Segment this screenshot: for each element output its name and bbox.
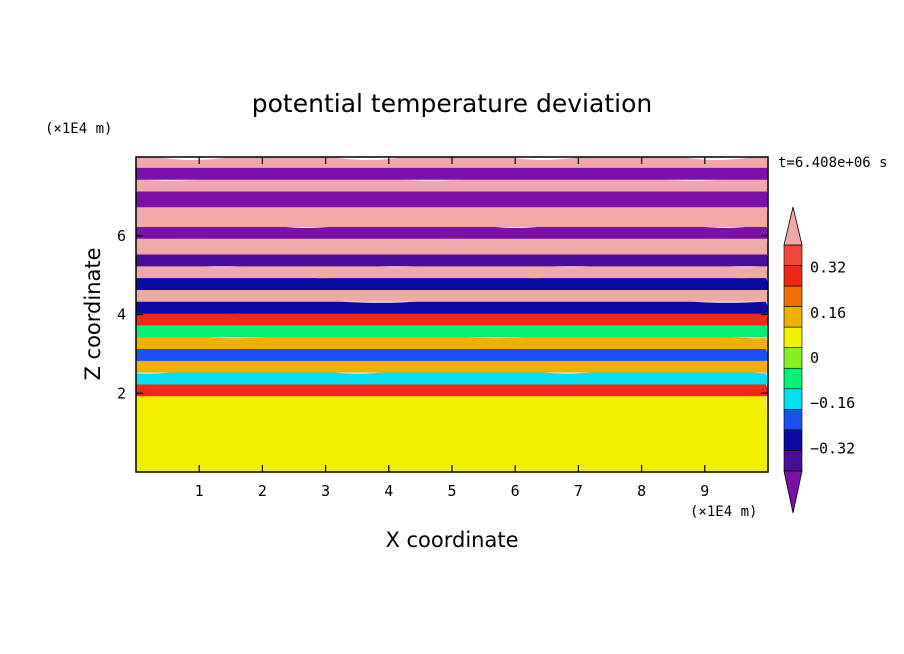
time-label: t=6.408e+06 s: [778, 155, 888, 171]
colorbar-tick-label: −0.16: [810, 394, 855, 412]
colorbar-block: [783, 429, 803, 451]
x-tick-label: 8: [637, 482, 646, 500]
colorbar-block: [783, 367, 803, 390]
x-axis: 1 2 3 4 5 6 7 8 9: [195, 157, 709, 500]
colorbar-block: [783, 265, 803, 287]
colorbar-tick-label: 0.16: [810, 304, 846, 322]
colorbar-tick-label: 0: [810, 349, 819, 367]
x-tick-label: 2: [258, 482, 267, 500]
colorbar-block: [783, 306, 803, 328]
colorbar-block: [783, 326, 803, 349]
y-tick-label: 2: [117, 384, 126, 402]
colorbar-block: [783, 285, 803, 307]
colorbar-block: [783, 244, 803, 266]
colorbar-block: [783, 450, 803, 472]
x-tick-label: 3: [321, 482, 330, 500]
colorbar-extend-top: [783, 206, 803, 246]
y-tick-label: 6: [117, 227, 126, 245]
y-axis-label: Z coordinate: [81, 247, 105, 380]
colorbar-block: [783, 388, 803, 410]
x-tick-label: 7: [574, 482, 583, 500]
contour-band: [136, 392, 768, 472]
colorbar-extend-bottom: [783, 470, 803, 514]
y-axis: 2 4 6: [117, 227, 768, 402]
colorbar-block: [783, 347, 803, 369]
colorbar-tick-label: 0.32: [810, 259, 846, 277]
contour-field: [136, 157, 768, 472]
x-tick-label: 6: [511, 482, 520, 500]
x-tick-label: 4: [384, 482, 393, 500]
x-tick-label: 5: [447, 482, 456, 500]
x-tick-label: 1: [195, 482, 204, 500]
y-tick-label: 4: [117, 306, 126, 324]
colorbar: 0.32 0.16 0 −0.16 −0.32: [783, 206, 855, 514]
colorbar-tick-label: −0.32: [810, 439, 855, 457]
chart-title: potential temperature deviation: [252, 89, 652, 118]
colorbar-block: [783, 409, 803, 431]
x-unit-label: (×1E4 m): [690, 504, 757, 520]
x-axis-label: X coordinate: [385, 528, 518, 552]
y-unit-label: (×1E4 m): [45, 121, 112, 137]
x-tick-label: 9: [700, 482, 709, 500]
